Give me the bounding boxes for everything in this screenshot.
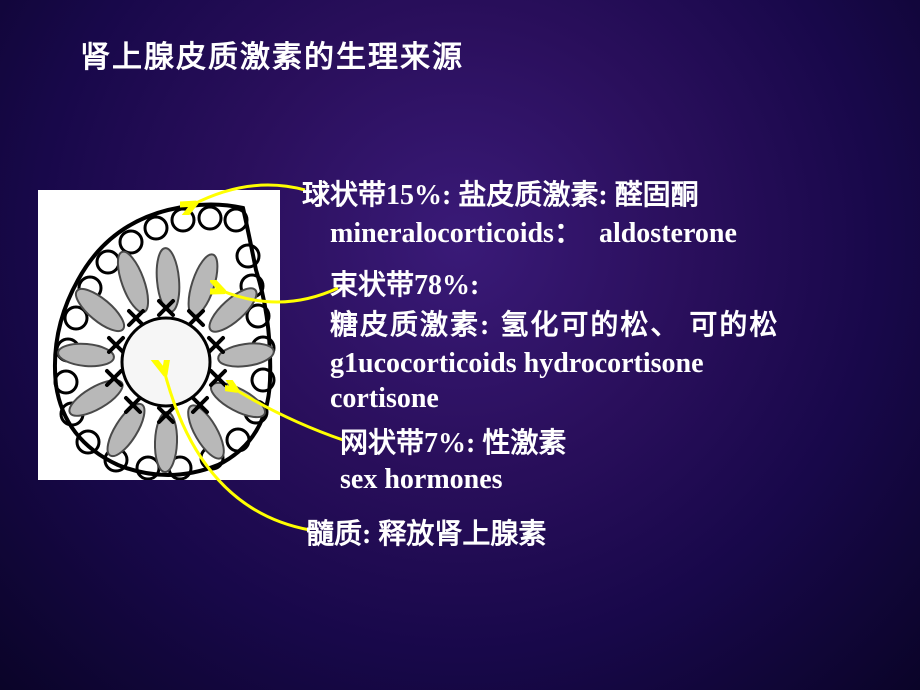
page-title: 肾上腺皮质激素的生理来源 <box>80 32 464 76</box>
zone2-line3: cortisone <box>330 381 704 416</box>
zone3-line2: sex hormones <box>340 462 566 498</box>
zone1-line2: mineralocorticoids： aldosterone <box>302 215 737 253</box>
zone3-line1: 网状带7%: 性激素 <box>340 426 566 462</box>
zona-reticularis-text: 网状带7%: 性激素 sex hormones <box>340 426 566 499</box>
zona-fasciculata-heading: 束状带78%: <box>330 268 479 304</box>
zone2-line2: g1ucocorticoids hydrocortisone <box>330 346 704 381</box>
zona-fasciculata-line1: 糖皮质激素: 氢化可的松、 可的松 <box>330 308 779 344</box>
zona-glomerulosa-text: 球状带15%: 盐皮质激素: 醛固酮 mineralocorticoids： a… <box>302 177 737 253</box>
arrow-medulla <box>150 360 320 540</box>
medulla-text: 髓质: 释放肾上腺素 <box>306 512 546 552</box>
arrow-zona-glomerulosa <box>180 155 310 215</box>
zone1-line1: 球状带15%: 盐皮质激素: 醛固酮 <box>302 177 737 215</box>
arrow-zona-fasciculata <box>210 280 345 340</box>
zona-fasciculata-en: g1ucocorticoids hydrocortisone cortisone <box>330 346 704 416</box>
